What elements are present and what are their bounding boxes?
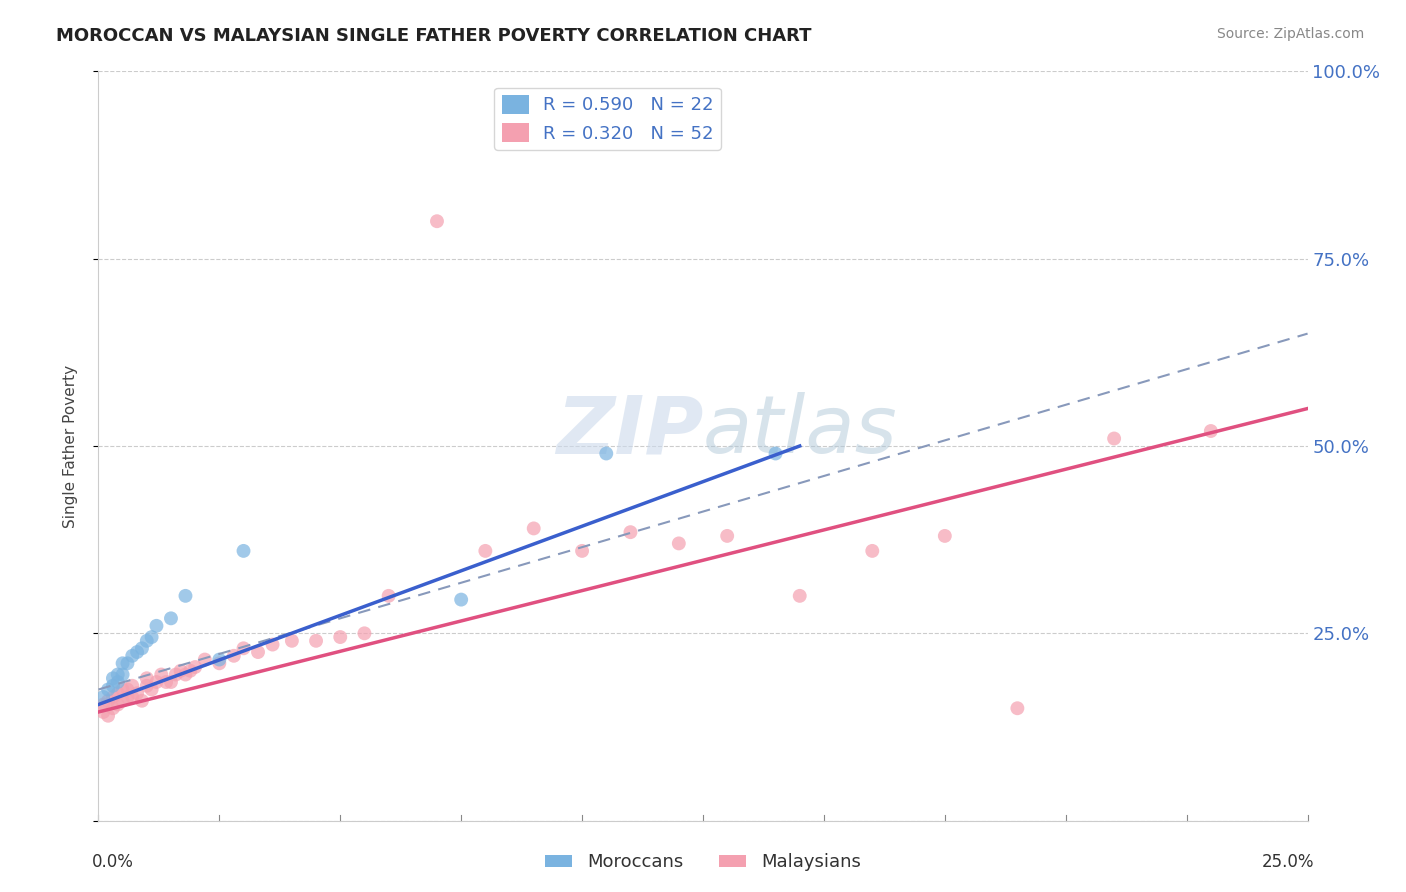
Point bbox=[127, 686, 149, 700]
Point bbox=[155, 675, 177, 690]
Point bbox=[91, 698, 114, 712]
Point bbox=[91, 705, 114, 719]
Point bbox=[595, 446, 617, 460]
Point bbox=[121, 648, 143, 663]
Text: atlas: atlas bbox=[703, 392, 898, 470]
Point bbox=[281, 633, 304, 648]
Point bbox=[789, 589, 811, 603]
Point bbox=[571, 544, 593, 558]
Point bbox=[426, 214, 449, 228]
Point bbox=[262, 638, 284, 652]
Point bbox=[716, 529, 738, 543]
Point bbox=[208, 652, 231, 666]
Point bbox=[145, 675, 167, 690]
Point bbox=[165, 667, 187, 681]
Point bbox=[169, 664, 191, 678]
Point bbox=[111, 657, 134, 671]
Point bbox=[150, 667, 173, 681]
Text: Source: ZipAtlas.com: Source: ZipAtlas.com bbox=[1216, 27, 1364, 41]
Point bbox=[305, 633, 328, 648]
Point bbox=[117, 657, 139, 671]
Point bbox=[194, 652, 217, 666]
Point bbox=[1007, 701, 1029, 715]
Point bbox=[232, 641, 254, 656]
Point bbox=[107, 675, 129, 690]
Point bbox=[329, 630, 352, 644]
Y-axis label: Single Father Poverty: Single Father Poverty bbox=[63, 365, 77, 527]
Point bbox=[141, 630, 163, 644]
Point bbox=[1102, 432, 1125, 446]
Point bbox=[619, 525, 641, 540]
Point bbox=[208, 657, 231, 671]
Point bbox=[179, 664, 201, 678]
Point bbox=[107, 667, 129, 681]
Point bbox=[135, 671, 157, 685]
Point bbox=[377, 589, 399, 603]
Point bbox=[91, 690, 114, 704]
Point bbox=[174, 589, 197, 603]
Point bbox=[247, 645, 270, 659]
Point bbox=[450, 592, 472, 607]
Point bbox=[111, 667, 134, 681]
Point bbox=[101, 671, 124, 685]
Point bbox=[101, 690, 124, 704]
Point bbox=[97, 682, 120, 697]
Point bbox=[117, 682, 139, 697]
Point bbox=[222, 648, 245, 663]
Legend: Moroccans, Malaysians: Moroccans, Malaysians bbox=[538, 847, 868, 879]
Point bbox=[97, 694, 120, 708]
Text: ZIP: ZIP bbox=[555, 392, 703, 470]
Point bbox=[107, 686, 129, 700]
Point bbox=[127, 645, 149, 659]
Point bbox=[174, 667, 197, 681]
Point bbox=[121, 690, 143, 704]
Point bbox=[145, 619, 167, 633]
Point bbox=[131, 694, 153, 708]
Point bbox=[232, 544, 254, 558]
Point bbox=[111, 694, 134, 708]
Legend: R = 0.590   N = 22, R = 0.320   N = 52: R = 0.590 N = 22, R = 0.320 N = 52 bbox=[495, 88, 721, 150]
Point bbox=[860, 544, 883, 558]
Point bbox=[101, 679, 124, 693]
Point bbox=[184, 660, 207, 674]
Point bbox=[1199, 424, 1222, 438]
Point bbox=[135, 679, 157, 693]
Point bbox=[135, 633, 157, 648]
Point bbox=[934, 529, 956, 543]
Point bbox=[111, 682, 134, 697]
Point bbox=[131, 641, 153, 656]
Point bbox=[668, 536, 690, 550]
Point bbox=[121, 679, 143, 693]
Point bbox=[101, 701, 124, 715]
Point bbox=[765, 446, 787, 460]
Point bbox=[353, 626, 375, 640]
Point bbox=[160, 675, 183, 690]
Text: 25.0%: 25.0% bbox=[1263, 853, 1315, 871]
Text: MOROCCAN VS MALAYSIAN SINGLE FATHER POVERTY CORRELATION CHART: MOROCCAN VS MALAYSIAN SINGLE FATHER POVE… bbox=[56, 27, 811, 45]
Point bbox=[160, 611, 183, 625]
Point bbox=[97, 708, 120, 723]
Point bbox=[117, 690, 139, 704]
Text: 0.0%: 0.0% bbox=[91, 853, 134, 871]
Point bbox=[523, 521, 546, 535]
Point bbox=[474, 544, 496, 558]
Point bbox=[141, 682, 163, 697]
Point bbox=[107, 698, 129, 712]
